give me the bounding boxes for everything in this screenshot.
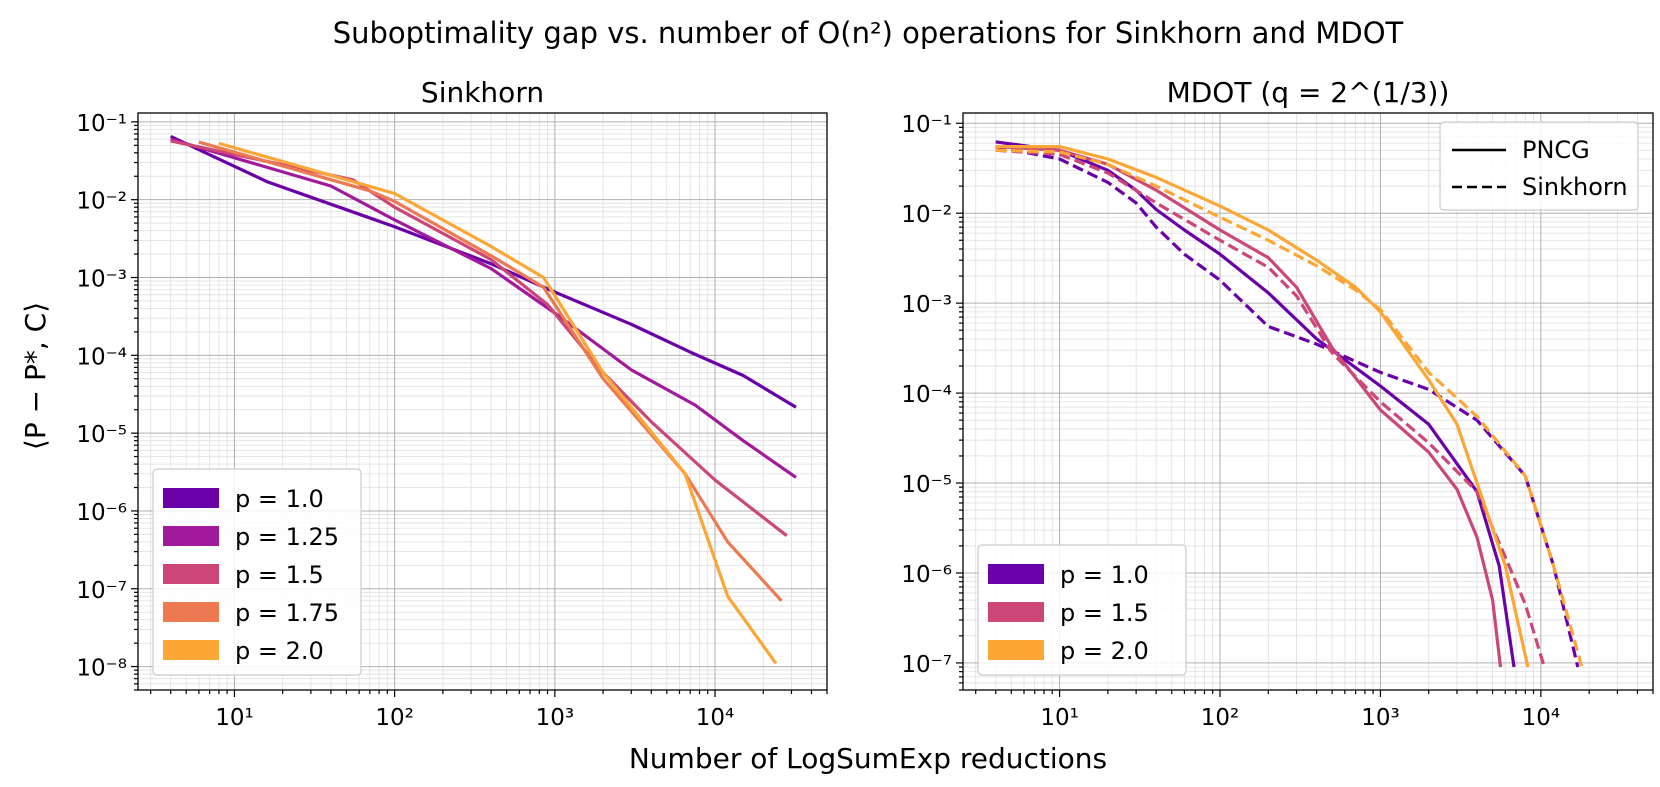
x-tick-label: 10⁴: [1522, 705, 1561, 731]
legend-label: PNCG: [1522, 136, 1590, 164]
panel-mdot: 10¹ 10² 10³ 10⁴ 10⁻⁷ 10⁻⁶ 10⁻⁵ 10⁻⁴ 10⁻³ 10⁻² 10⁻¹…: [901, 76, 1654, 731]
y-tick-label: 10⁻¹: [76, 111, 127, 137]
legend-label: p = 1.5: [235, 561, 324, 589]
figure-suptitle: Suboptimality gap vs. number of O(n²) op…: [333, 16, 1404, 50]
y-tick-label: 10⁻³: [76, 266, 127, 292]
legend-swatch: [988, 564, 1044, 584]
series-line-2-0-solid: [218, 141, 778, 665]
panel-title: Sinkhorn: [421, 76, 544, 109]
y-tick-label: 10⁻³: [901, 292, 952, 318]
legend-label: p = 2.0: [235, 637, 324, 665]
legend-swatch: [163, 602, 219, 622]
y-axis-label: ⟨P − P*, C⟩: [19, 302, 52, 450]
series-line-1-0-solid: [170, 134, 797, 409]
x-tick-label: 10²: [1201, 705, 1240, 731]
x-tick-label: 10³: [536, 705, 575, 731]
series-line-2-0-dashed: [995, 148, 1584, 668]
legend-label: p = 2.0: [1060, 637, 1149, 665]
y-tick-label: 10⁻⁴: [76, 344, 127, 370]
y-tick-label: 10⁻¹: [901, 112, 952, 138]
legend-label: p = 1.5: [1060, 599, 1149, 627]
legend-swatch: [163, 526, 219, 546]
legend-swatch: [988, 602, 1044, 622]
legend-label: p = 1.0: [235, 485, 324, 513]
panel-sinkhorn: 10¹ 10² 10³ 10⁴ 10⁻⁸ 10⁻⁷ 10⁻⁶ 10⁻⁵ 10⁻⁴ 10⁻³ 10⁻²…: [76, 76, 828, 731]
x-tick-label: 10⁴: [696, 705, 735, 731]
series-line-1-5-dashed: [995, 148, 1546, 668]
legend-swatch: [988, 640, 1044, 660]
legend-label: Sinkhorn: [1522, 173, 1628, 201]
legend-swatch: [163, 640, 219, 660]
x-axis-label: Number of LogSumExp reductions: [629, 742, 1107, 775]
panel-title: MDOT (q = 2^(1/3)): [1167, 76, 1450, 109]
y-tick-label: 10⁻²: [76, 189, 127, 215]
series-line-2-0-solid: [995, 145, 1530, 668]
legend-swatch: [163, 488, 219, 508]
color-legend: p = 1.0 p = 1.5 p = 2.0: [977, 544, 1187, 676]
y-tick-label: 10⁻⁸: [76, 656, 127, 682]
legend-label: p = 1.75: [235, 599, 339, 627]
y-tick-label: 10⁻⁷: [76, 578, 127, 604]
plot-frame: [137, 112, 828, 691]
y-tick-label: 10⁻⁵: [901, 472, 952, 498]
x-tick-label: 10¹: [215, 705, 254, 731]
y-tick-label: 10⁻⁵: [76, 422, 127, 448]
legend-swatch: [163, 564, 219, 584]
style-legend: PNCG Sinkhorn: [1439, 121, 1639, 211]
y-tick-label: 10⁻⁶: [76, 500, 127, 526]
y-tick-label: 10⁻⁶: [901, 562, 952, 588]
y-tick-label: 10⁻⁴: [901, 382, 952, 408]
series-line-1-0-dashed: [995, 145, 1580, 668]
x-tick-label: 10²: [375, 705, 414, 731]
legend-label: p = 1.0: [1060, 561, 1149, 589]
series-line-1-75-solid: [198, 140, 783, 602]
y-tick-label: 10⁻⁷: [901, 652, 952, 678]
plot-frame: [962, 112, 1654, 691]
color-legend: p = 1.0 p = 1.25 p = 1.5 p = 1.75 p = 2.0: [152, 468, 362, 676]
legend-box: [152, 468, 362, 676]
series-line-1-0-solid: [995, 140, 1516, 668]
x-tick-label: 10¹: [1040, 705, 1079, 731]
x-tick-label: 10³: [1361, 705, 1400, 731]
y-tick-label: 10⁻²: [901, 202, 952, 228]
legend-label: p = 1.25: [235, 523, 339, 551]
